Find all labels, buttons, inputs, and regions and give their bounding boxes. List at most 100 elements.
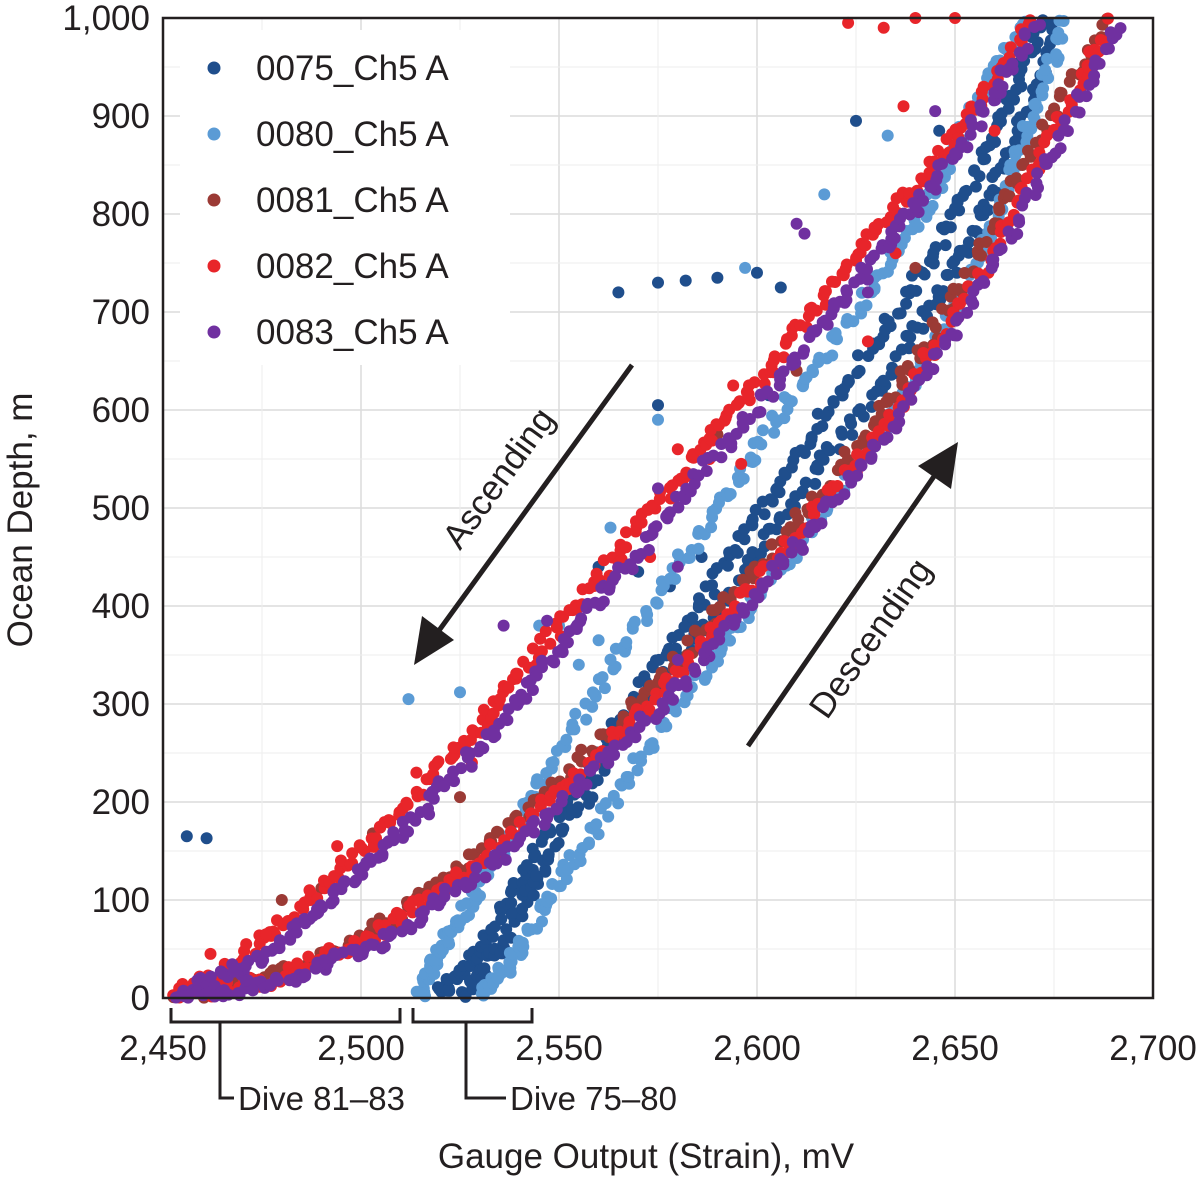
data-point: [910, 284, 923, 297]
data-point: [827, 396, 840, 409]
data-point: [706, 505, 719, 518]
data-point: [335, 854, 347, 867]
ascending-arrow: [414, 363, 635, 665]
data-point: [1028, 98, 1041, 111]
data-point: [767, 354, 780, 367]
data-point: [752, 591, 765, 604]
data-point: [652, 482, 664, 495]
data-point: [711, 271, 724, 284]
data-point: [620, 636, 633, 649]
data-point: [850, 114, 862, 127]
data-point: [1104, 26, 1117, 39]
data-point: [861, 273, 874, 286]
data-point: [652, 413, 664, 426]
data-point: [721, 559, 734, 572]
data-point: [499, 712, 512, 725]
data-point: [495, 913, 508, 926]
data-point: [1044, 17, 1057, 30]
data-point: [455, 762, 468, 775]
data-point: [599, 797, 612, 810]
data-point: [843, 413, 856, 426]
dive-75-80-label: Dive 75–80: [510, 1080, 677, 1117]
data-point: [427, 792, 440, 805]
data-point: [672, 548, 684, 561]
data-point: [730, 398, 743, 411]
data-point: [530, 869, 543, 882]
y-tick-label: 500: [92, 489, 150, 528]
data-point: [758, 508, 771, 521]
data-point: [831, 333, 843, 346]
data-point: [547, 756, 560, 768]
data-point: [962, 236, 975, 249]
data-point: [200, 832, 213, 845]
data-point: [442, 982, 455, 995]
data-point: [911, 321, 924, 334]
data-point: [989, 136, 1001, 148]
data-point: [180, 830, 193, 843]
data-point: [671, 560, 684, 573]
legend-background: [180, 30, 510, 365]
data-point: [541, 614, 554, 627]
plot-frame: [161, 16, 1155, 1000]
data-point: [961, 141, 974, 154]
data-point: [505, 896, 518, 909]
data-point: [679, 675, 692, 688]
data-point: [705, 521, 718, 534]
data-point: [877, 21, 890, 34]
data-point: [572, 801, 585, 814]
data-point: [724, 634, 736, 647]
dive-81-83-label: Dive 81–83: [238, 1080, 405, 1117]
data-points: [167, 12, 1127, 1004]
data-point: [1020, 186, 1033, 199]
data-point: [755, 438, 768, 451]
data-point: [926, 199, 939, 212]
dive-81-83-bracket: [169, 1008, 402, 1100]
data-point: [535, 793, 548, 806]
data-point: [378, 940, 391, 953]
data-point: [751, 266, 763, 279]
data-point: [520, 692, 533, 705]
y-tick-label: 300: [92, 685, 150, 724]
data-point: [682, 650, 695, 662]
data-point: [756, 424, 769, 437]
data-point: [861, 263, 873, 276]
data-point: [497, 619, 510, 632]
data-point: [290, 926, 303, 939]
data-point: [818, 188, 831, 201]
data-point: [700, 670, 713, 683]
ascending-arrowhead-icon: [414, 616, 454, 665]
data-point: [275, 894, 288, 906]
data-point: [852, 349, 864, 362]
data-point: [582, 838, 595, 851]
data-point: [1003, 190, 1016, 203]
data-point: [835, 425, 848, 438]
data-point: [688, 624, 701, 637]
data-point: [365, 938, 378, 951]
data-point: [569, 707, 582, 720]
data-point: [896, 374, 909, 387]
data-point: [1015, 80, 1028, 93]
data-point: [1050, 48, 1063, 61]
data-point: [484, 838, 497, 851]
data-point: [743, 413, 756, 425]
data-point: [398, 824, 411, 837]
data-point: [535, 654, 548, 667]
data-point: [511, 667, 524, 680]
data-point: [929, 241, 942, 254]
data-point: [692, 542, 705, 555]
data-point: [499, 853, 512, 866]
data-point: [869, 440, 882, 453]
data-point: [785, 546, 798, 559]
data-point: [975, 104, 988, 117]
data-point: [964, 128, 977, 141]
data-point: [978, 276, 991, 289]
data-point: [586, 791, 599, 804]
data-point: [1020, 172, 1033, 185]
data-point: [838, 488, 851, 501]
data-point: [246, 984, 259, 997]
data-point: [539, 625, 552, 638]
data-point: [652, 276, 664, 289]
data-point: [917, 194, 929, 207]
y-tick-label: 100: [92, 881, 150, 920]
